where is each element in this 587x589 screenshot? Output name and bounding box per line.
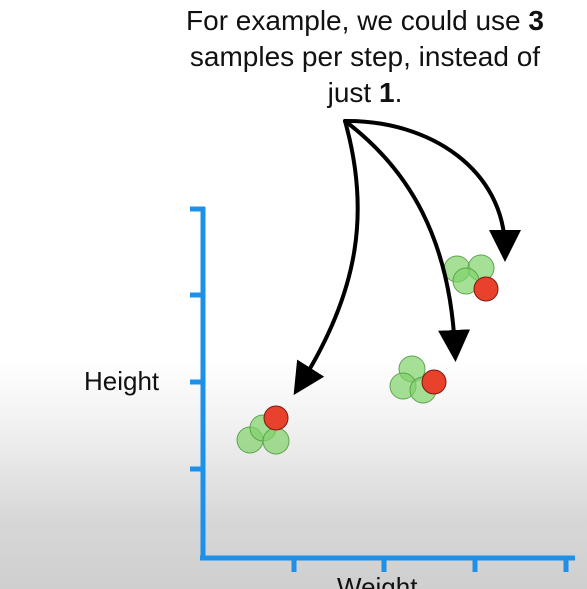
cluster-mid	[389, 355, 447, 404]
caption-single-count: 1	[379, 77, 395, 108]
arrow-to-mid-cluster	[343, 119, 471, 362]
arrow-to-low-cluster	[293, 119, 360, 396]
x-axis-label: Weight	[337, 572, 418, 589]
axes	[190, 206, 575, 572]
arrow-to-high-cluster	[343, 118, 521, 262]
cluster-low	[236, 405, 290, 455]
caption-line3-suffix: .	[394, 77, 403, 108]
red-sample-point	[473, 276, 499, 302]
red-sample-point	[263, 405, 289, 431]
y-axis-label: Height	[84, 366, 160, 396]
cluster-high	[443, 254, 499, 302]
green-sample-point	[262, 427, 290, 455]
caption-sample-count: 3	[528, 5, 544, 36]
arrows	[293, 118, 521, 396]
caption-line2: samples per step, instead of	[189, 41, 541, 72]
caption-line1-prefix: For example, we could use	[186, 5, 529, 36]
red-sample-point	[421, 369, 447, 395]
caption-text: For example, we could use 3 samples per …	[130, 3, 587, 111]
caption-line3-prefix: just	[327, 77, 379, 108]
